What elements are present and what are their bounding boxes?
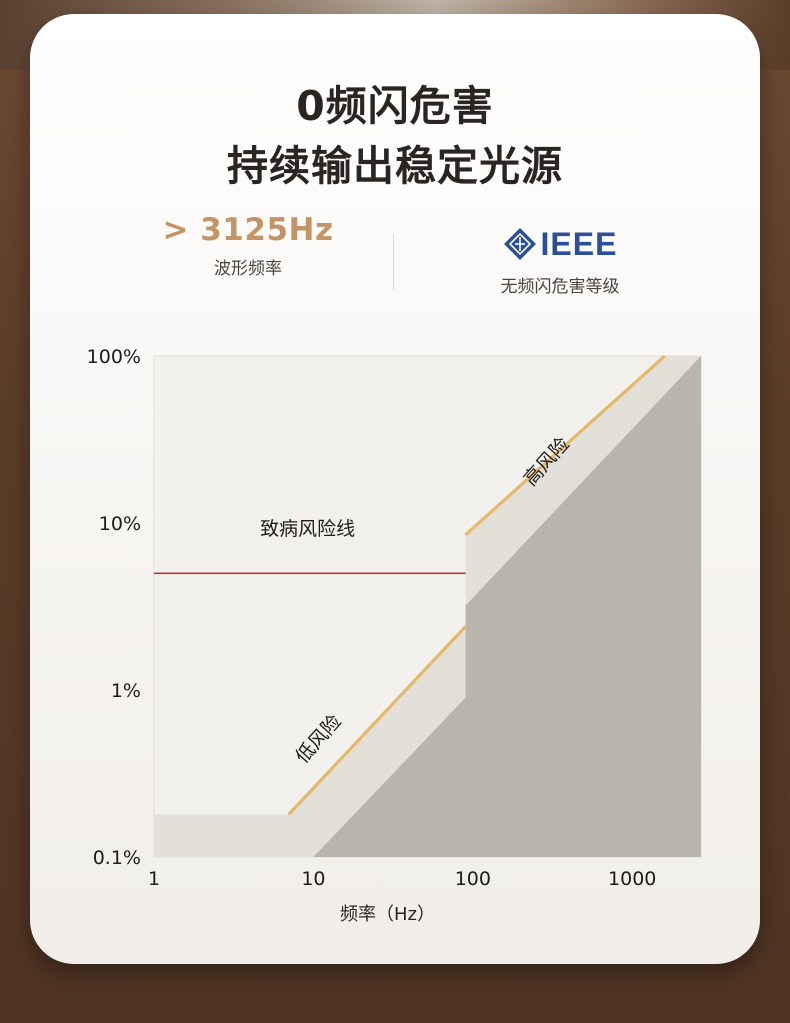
ieee-caption: 无频闪危害等级 [500, 277, 620, 297]
x-tick-label: 10 [301, 868, 325, 890]
info-card: 0频闪危害 持续输出稳定光源 > 3125Hz 波形频率 IEEE 无频闪危害等… [30, 14, 760, 964]
x-tick-label: 1000 [608, 868, 656, 890]
y-tick-label: 10% [99, 513, 141, 535]
frequency-stat: > 3125Hz 波形频率 [148, 212, 348, 279]
high-risk-line [464, 354, 666, 536]
ieee-logo: IEEE [460, 226, 660, 262]
x-tick-label: 1 [148, 868, 160, 890]
ieee-logo-text: IEEE [540, 225, 618, 262]
disease-risk-label: 致病风险线 [260, 518, 355, 540]
frequency-caption: 波形频率 [214, 259, 282, 279]
headline-line-2: 持续输出稳定光源 [227, 142, 563, 190]
y-tick-label: 0.1% [93, 847, 141, 869]
safe-zone-region [313, 356, 701, 857]
low-risk-line [287, 625, 467, 816]
frequency-value: > 3125Hz [162, 212, 334, 248]
ieee-diamond-icon [503, 228, 536, 260]
y-tick-label: 1% [111, 680, 141, 702]
headline-line-1: 0频闪危害 [296, 82, 494, 130]
stat-divider [393, 234, 394, 290]
y-tick-label: 100% [87, 346, 141, 368]
x-tick-label: 100 [455, 868, 491, 890]
x-axis-label: 频率（Hz） [340, 904, 435, 925]
ieee-stat: IEEE 无频闪危害等级 [460, 226, 660, 298]
